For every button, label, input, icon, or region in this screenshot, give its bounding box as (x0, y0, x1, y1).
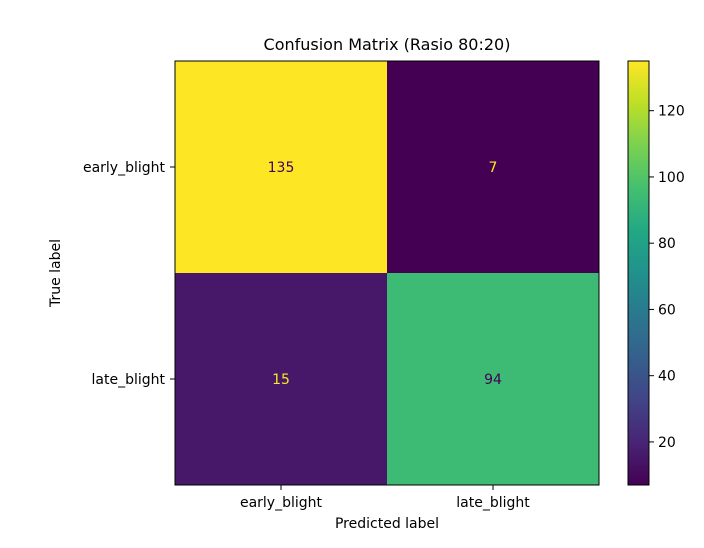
colorbar-tick-label: 80 (658, 236, 676, 252)
cell-value-label: 15 (272, 372, 290, 388)
y-axis-label: True label (48, 239, 64, 308)
heatmap-cell-1-1 (387, 273, 599, 485)
x-axis-ticks: early_blight late_blight (240, 485, 530, 511)
x-axis-label: Predicted label (335, 516, 439, 532)
y-tick-label: late_blight (92, 372, 166, 388)
colorbar-ticks: 20 40 60 80 100 120 (649, 104, 685, 451)
heatmap-cell-labels: 135 7 15 94 (268, 160, 502, 388)
colorbar-tick-label: 60 (658, 302, 676, 318)
cell-value-label: 135 (268, 160, 295, 176)
colorbar-tick-label: 20 (658, 435, 676, 451)
heatmap-cells (175, 61, 599, 485)
heatmap-cell-1-0 (175, 273, 387, 485)
plot-frame (174, 60, 600, 486)
colorbar-tick-label: 100 (658, 170, 685, 186)
heatmap-cell-0-0 (175, 61, 387, 273)
cell-value-label: 94 (484, 372, 502, 388)
x-tick-label: late_blight (456, 495, 530, 511)
x-tick-label: early_blight (240, 495, 323, 511)
chart-title: Confusion Matrix (Rasio 80:20) (264, 35, 511, 54)
y-axis-ticks: early_blight late_blight (83, 160, 175, 388)
colorbar-tick-label: 40 (658, 369, 676, 385)
heatmap-cell-0-1 (387, 61, 599, 273)
colorbar (627, 60, 650, 486)
cell-value-label: 7 (489, 160, 498, 176)
y-tick-label: early_blight (83, 160, 166, 176)
colorbar-tick-label: 120 (658, 104, 685, 120)
